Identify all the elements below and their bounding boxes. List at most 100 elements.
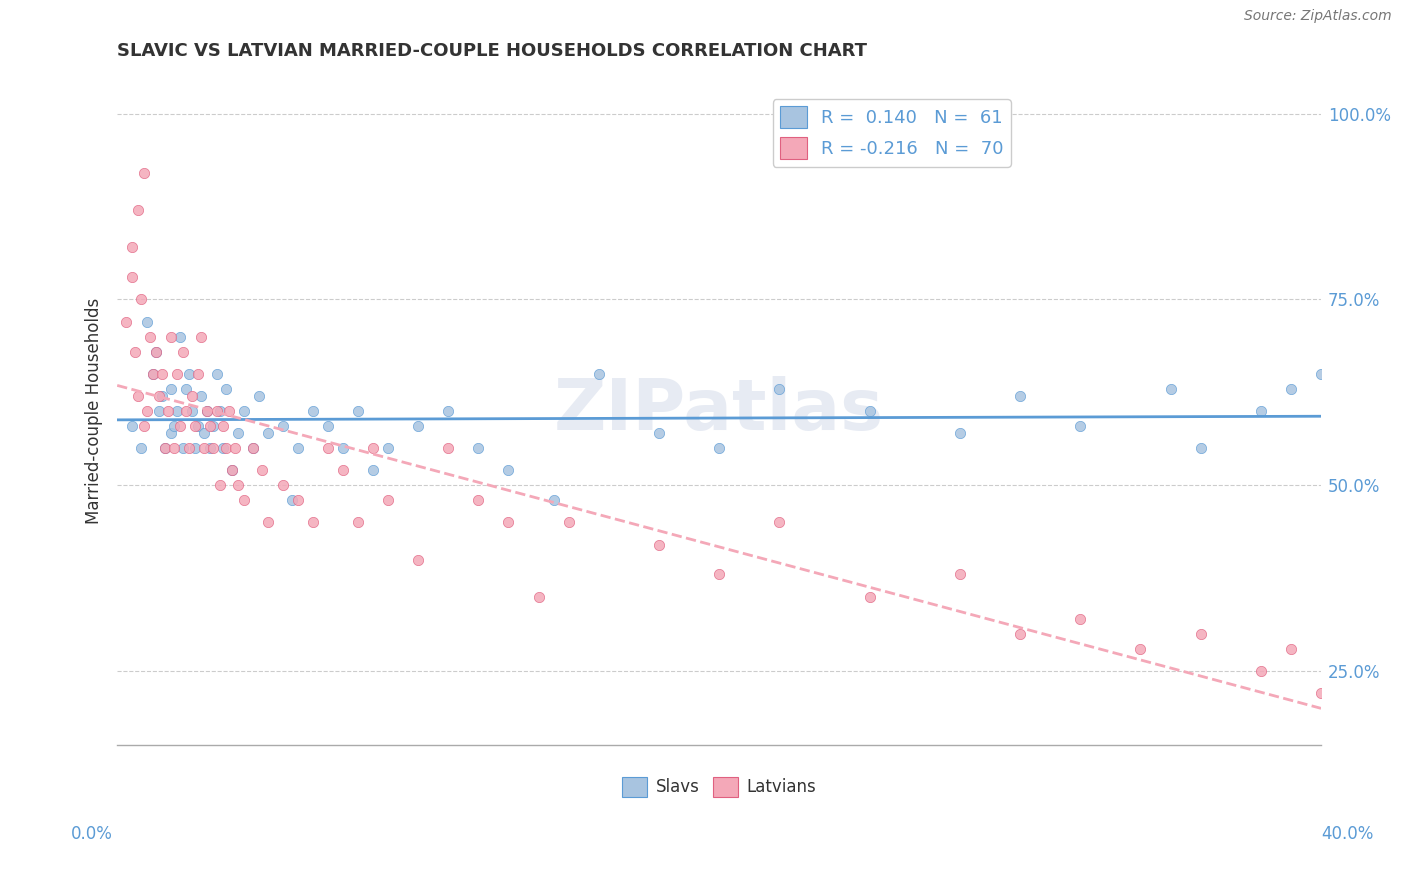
- Point: [301, 516, 323, 530]
- Point: [205, 367, 228, 381]
- Point: [139, 329, 162, 343]
- Point: [1189, 627, 1212, 641]
- Point: [160, 382, 183, 396]
- Point: [121, 418, 143, 433]
- Text: 0.0%: 0.0%: [70, 825, 112, 843]
- Point: [437, 404, 460, 418]
- Point: [256, 516, 278, 530]
- Point: [169, 329, 191, 343]
- Point: [115, 315, 138, 329]
- Point: [172, 441, 194, 455]
- Point: [187, 367, 209, 381]
- Point: [181, 389, 204, 403]
- Point: [160, 426, 183, 441]
- Point: [176, 382, 198, 396]
- Point: [1160, 382, 1182, 396]
- Point: [1189, 441, 1212, 455]
- Point: [129, 293, 152, 307]
- Point: [543, 493, 565, 508]
- Point: [1010, 389, 1032, 403]
- Point: [557, 516, 579, 530]
- Point: [121, 270, 143, 285]
- Point: [155, 441, 177, 455]
- Point: [1069, 612, 1091, 626]
- Point: [361, 441, 384, 455]
- Point: [211, 418, 233, 433]
- Point: [271, 418, 294, 433]
- Point: [193, 426, 215, 441]
- Point: [1279, 641, 1302, 656]
- Point: [127, 389, 149, 403]
- Point: [707, 567, 730, 582]
- Point: [347, 404, 370, 418]
- Legend: Slavs, Latvians: Slavs, Latvians: [616, 770, 823, 804]
- Point: [527, 590, 550, 604]
- Point: [406, 552, 429, 566]
- Point: [169, 418, 191, 433]
- Point: [197, 404, 219, 418]
- Point: [1129, 641, 1152, 656]
- Point: [221, 463, 243, 477]
- Point: [136, 315, 159, 329]
- Point: [214, 382, 236, 396]
- Point: [172, 344, 194, 359]
- Point: [1310, 367, 1333, 381]
- Point: [129, 441, 152, 455]
- Point: [197, 404, 219, 418]
- Point: [242, 441, 264, 455]
- Point: [148, 404, 170, 418]
- Point: [148, 389, 170, 403]
- Point: [256, 426, 278, 441]
- Y-axis label: Married-couple Households: Married-couple Households: [86, 298, 103, 524]
- Point: [200, 441, 222, 455]
- Point: [134, 166, 156, 180]
- Point: [218, 404, 240, 418]
- Point: [163, 441, 186, 455]
- Point: [1250, 664, 1272, 678]
- Point: [208, 478, 231, 492]
- Point: [287, 441, 309, 455]
- Point: [142, 367, 165, 381]
- Point: [287, 493, 309, 508]
- Point: [648, 538, 671, 552]
- Point: [205, 404, 228, 418]
- Point: [406, 418, 429, 433]
- Point: [200, 418, 222, 433]
- Point: [858, 590, 880, 604]
- Point: [155, 441, 177, 455]
- Text: ZIPatlas: ZIPatlas: [554, 376, 884, 445]
- Point: [467, 441, 489, 455]
- Point: [179, 367, 201, 381]
- Point: [949, 567, 972, 582]
- Text: Source: ZipAtlas.com: Source: ZipAtlas.com: [1244, 9, 1392, 23]
- Point: [1250, 404, 1272, 418]
- Point: [271, 478, 294, 492]
- Point: [214, 441, 236, 455]
- Point: [281, 493, 304, 508]
- Point: [176, 404, 198, 418]
- Point: [332, 441, 354, 455]
- Point: [226, 426, 249, 441]
- Point: [377, 441, 399, 455]
- Point: [1069, 418, 1091, 433]
- Point: [347, 516, 370, 530]
- Point: [232, 493, 254, 508]
- Point: [163, 418, 186, 433]
- Point: [193, 441, 215, 455]
- Point: [145, 344, 167, 359]
- Point: [145, 344, 167, 359]
- Point: [1010, 627, 1032, 641]
- Point: [361, 463, 384, 477]
- Point: [136, 404, 159, 418]
- Point: [127, 203, 149, 218]
- Point: [588, 367, 610, 381]
- Point: [332, 463, 354, 477]
- Point: [134, 418, 156, 433]
- Point: [221, 463, 243, 477]
- Point: [157, 404, 180, 418]
- Text: SLAVIC VS LATVIAN MARRIED-COUPLE HOUSEHOLDS CORRELATION CHART: SLAVIC VS LATVIAN MARRIED-COUPLE HOUSEHO…: [117, 42, 868, 60]
- Point: [181, 404, 204, 418]
- Point: [498, 463, 520, 477]
- Point: [190, 329, 212, 343]
- Point: [301, 404, 323, 418]
